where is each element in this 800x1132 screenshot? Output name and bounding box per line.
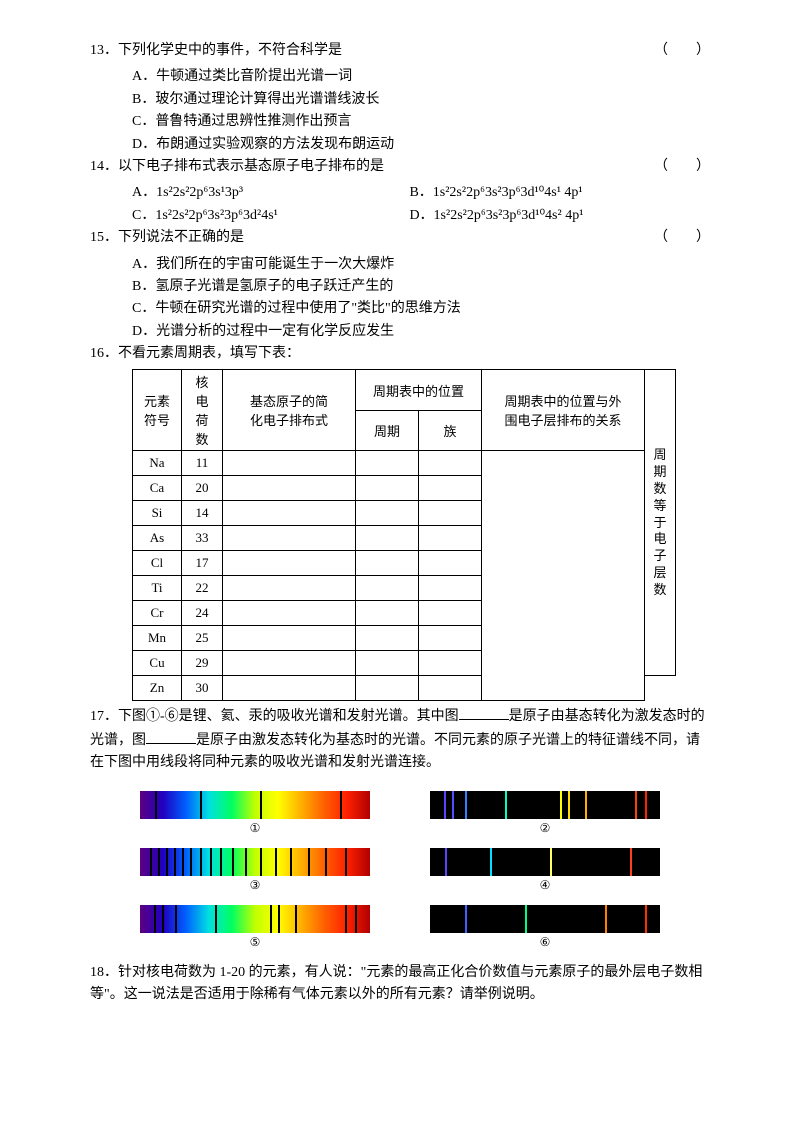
q15-paren: （ ） bbox=[654, 227, 710, 249]
q14-option-a: A．1s²2s²2p⁶3s¹3p³ bbox=[132, 182, 409, 204]
q14-paren: （ ） bbox=[654, 156, 710, 178]
q14-option-c: C．1s²2s²2p⁶3s²3p⁶3d²4s¹ bbox=[132, 205, 409, 227]
spectrum-4: ④ bbox=[430, 848, 660, 893]
question-13: 13．下列化学史中的事件，不符合科学是 （ ） bbox=[90, 40, 710, 62]
q18-num: 18． bbox=[90, 965, 118, 980]
side-note: 周期数等于电子层数 bbox=[645, 370, 676, 676]
question-17: 17．下图①-⑥是锂、氦、汞的吸收光谱和发射光谱。其中图是原子由基态转化为激发态… bbox=[90, 705, 710, 774]
spectrum-diagrams: ① ② ③ ④ ⑤ ⑥ bbox=[90, 791, 710, 950]
th-element: 元素符号 bbox=[133, 370, 182, 451]
page-content: 13．下列化学史中的事件，不符合科学是（ ） A．牛顿通过类比音阶提出光谱一词 … bbox=[0, 0, 800, 1050]
th-position: 周期表中的位置 bbox=[356, 370, 482, 411]
spectrum-6: ⑥ bbox=[430, 905, 660, 950]
q16-stem: 不看元素周期表，填写下表： bbox=[118, 346, 300, 361]
q15-num: 15． bbox=[90, 230, 118, 245]
periodic-table-exercise: 元素符号 核电荷数 基态原子的简化电子排布式 周期表中的位置 周期表中的位置与外… bbox=[132, 369, 676, 701]
question-14: 14．以下电子排布式表示基态原子电子排布的是 （ ） bbox=[90, 156, 710, 178]
th-group: 族 bbox=[419, 410, 482, 451]
question-16: 16．不看元素周期表，填写下表： bbox=[90, 343, 710, 365]
q16-num: 16． bbox=[90, 346, 118, 361]
spectrum-2: ② bbox=[430, 791, 660, 836]
blank-2[interactable] bbox=[146, 729, 196, 744]
q15-option-c: C．牛顿在研究光谱的过程中使用了"类比"的思维方法 bbox=[90, 298, 710, 320]
q15-option-b: B．氢原子光谱是氢原子的电子跃迁产生的 bbox=[90, 276, 710, 298]
spectrum-1: ① bbox=[140, 791, 370, 836]
table-row: Na11 bbox=[133, 451, 676, 476]
spectrum-3: ③ bbox=[140, 848, 370, 893]
q13-num: 13． bbox=[90, 43, 118, 58]
question-15: 15．下列说法不正确的是 （ ） bbox=[90, 227, 710, 249]
blank-1[interactable] bbox=[459, 705, 509, 720]
q13-stem: 下列化学史中的事件，不符合科学是 bbox=[118, 43, 342, 58]
th-period: 周期 bbox=[356, 410, 419, 451]
q13-paren: （ ） bbox=[654, 40, 710, 62]
spectrum-5: ⑤ bbox=[140, 905, 370, 950]
q14-option-b: B．1s²2s²2p⁶3s²3p⁶3d¹⁰4s¹ 4p¹ bbox=[409, 182, 686, 204]
q17-num: 17． bbox=[90, 709, 118, 724]
th-config: 基态原子的简化电子排布式 bbox=[223, 370, 356, 451]
q15-option-d: D．光谱分析的过程中一定有化学反应发生 bbox=[90, 321, 710, 343]
q14-option-d: D．1s²2s²2p⁶3s²3p⁶3d¹⁰4s² 4p¹ bbox=[409, 205, 686, 227]
q14-stem: 以下电子排布式表示基态原子电子排布的是 bbox=[118, 159, 384, 174]
q14-opts-row2: C．1s²2s²2p⁶3s²3p⁶3d²4s¹D．1s²2s²2p⁶3s²3p⁶… bbox=[90, 205, 710, 227]
q14-num: 14． bbox=[90, 159, 118, 174]
q13-option-d: D．布朗通过实验观察的方法发现布朗运动 bbox=[90, 134, 710, 156]
q15-stem: 下列说法不正确的是 bbox=[118, 230, 244, 245]
th-relation: 周期表中的位置与外围电子层排布的关系 bbox=[482, 370, 645, 451]
q13-option-b: B．玻尔通过理论计算得出光谱谱线波长 bbox=[90, 89, 710, 111]
q14-opts-row1: A．1s²2s²2p⁶3s¹3p³B．1s²2s²2p⁶3s²3p⁶3d¹⁰4s… bbox=[90, 182, 710, 204]
q13-option-c: C．普鲁特通过思辨性推测作出预言 bbox=[90, 111, 710, 133]
th-charge: 核电荷数 bbox=[182, 370, 223, 451]
question-18: 18．针对核电荷数为 1-20 的元素，有人说："元素的最高正化合价数值与元素原… bbox=[90, 962, 710, 1007]
q18-stem: 针对核电荷数为 1-20 的元素，有人说："元素的最高正化合价数值与元素原子的最… bbox=[90, 965, 702, 1002]
q17-text1: 下图①-⑥是锂、氦、汞的吸收光谱和发射光谱。其中图 bbox=[118, 709, 459, 724]
q15-option-a: A．我们所在的宇宙可能诞生于一次大爆炸 bbox=[90, 254, 710, 276]
q13-option-a: A．牛顿通过类比音阶提出光谱一词 bbox=[90, 66, 710, 88]
